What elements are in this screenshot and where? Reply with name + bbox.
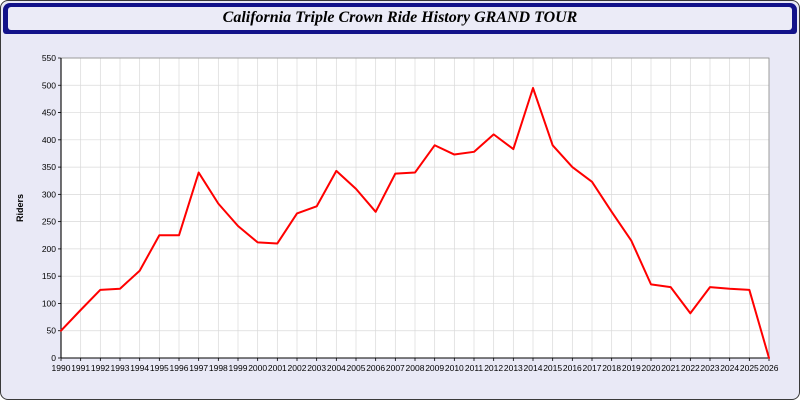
svg-text:2006: 2006 (366, 363, 385, 373)
svg-text:100: 100 (42, 298, 56, 308)
svg-text:2002: 2002 (288, 363, 307, 373)
svg-text:1996: 1996 (170, 363, 189, 373)
svg-text:2008: 2008 (406, 363, 425, 373)
svg-text:200: 200 (42, 244, 56, 254)
svg-text:2000: 2000 (248, 363, 267, 373)
svg-text:150: 150 (42, 271, 56, 281)
svg-text:2010: 2010 (445, 363, 464, 373)
svg-text:400: 400 (42, 135, 56, 145)
svg-text:1993: 1993 (111, 363, 130, 373)
svg-text:2016: 2016 (563, 363, 582, 373)
svg-text:2018: 2018 (602, 363, 621, 373)
svg-text:2022: 2022 (681, 363, 700, 373)
svg-text:1994: 1994 (130, 363, 149, 373)
svg-text:2015: 2015 (543, 363, 562, 373)
svg-text:1997: 1997 (189, 363, 208, 373)
svg-text:2007: 2007 (386, 363, 405, 373)
svg-text:350: 350 (42, 162, 56, 172)
svg-text:2021: 2021 (661, 363, 680, 373)
svg-text:1998: 1998 (209, 363, 228, 373)
svg-text:Riders: Riders (15, 194, 25, 222)
svg-text:50: 50 (47, 326, 57, 336)
svg-text:2024: 2024 (720, 363, 739, 373)
page-title: California Triple Crown Ride History GRA… (8, 7, 792, 30)
svg-text:2012: 2012 (484, 363, 503, 373)
svg-text:2004: 2004 (327, 363, 346, 373)
svg-text:450: 450 (42, 108, 56, 118)
chart-area: 0 50 100 150 200 250 300 350 400 450 500 550 1990 199… (13, 46, 789, 388)
svg-text:2023: 2023 (701, 363, 720, 373)
svg-text:250: 250 (42, 217, 56, 227)
svg-text:2026: 2026 (760, 363, 779, 373)
svg-text:0: 0 (51, 353, 56, 363)
svg-text:2019: 2019 (622, 363, 641, 373)
svg-text:2009: 2009 (425, 363, 444, 373)
svg-text:2005: 2005 (347, 363, 366, 373)
title-bar: California Triple Crown Ride History GRA… (3, 3, 797, 34)
svg-text:1991: 1991 (71, 363, 90, 373)
svg-text:1992: 1992 (91, 363, 110, 373)
svg-text:2003: 2003 (307, 363, 326, 373)
svg-text:300: 300 (42, 189, 56, 199)
svg-text:2020: 2020 (642, 363, 661, 373)
svg-text:2013: 2013 (504, 363, 523, 373)
svg-text:2014: 2014 (524, 363, 543, 373)
svg-text:2001: 2001 (268, 363, 287, 373)
svg-text:1999: 1999 (229, 363, 248, 373)
svg-text:2025: 2025 (740, 363, 759, 373)
svg-text:1990: 1990 (52, 363, 71, 373)
svg-text:2017: 2017 (583, 363, 602, 373)
svg-text:500: 500 (42, 80, 56, 90)
svg-text:2011: 2011 (465, 363, 484, 373)
svg-text:550: 550 (42, 53, 56, 63)
svg-text:1995: 1995 (150, 363, 169, 373)
